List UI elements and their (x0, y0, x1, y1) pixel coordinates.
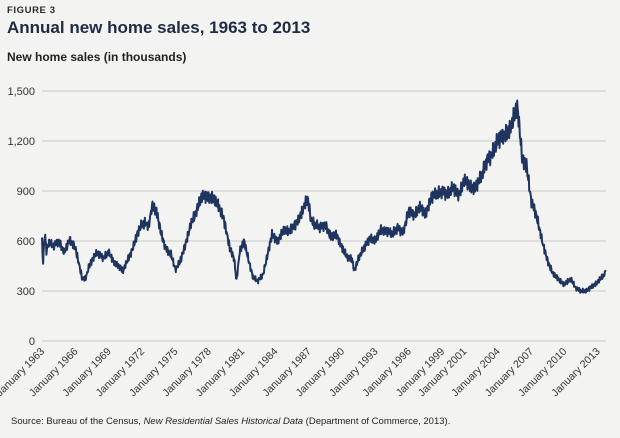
figure-label: FIGURE 3 (7, 5, 56, 16)
series-line (41, 99, 607, 294)
y-tick-label: 300 (17, 286, 35, 298)
y-tick-label: 900 (17, 186, 35, 198)
y-axis-label: New home sales (in thousands) (7, 50, 187, 64)
source-note: Source: Bureau of the Census, New Reside… (11, 416, 450, 427)
series-group (41, 99, 607, 294)
y-tick-label: 1,500 (7, 86, 35, 98)
chart-title: Annual new home sales, 1963 to 2013 (7, 18, 311, 37)
y-tick-label: 1,200 (7, 136, 35, 148)
source-suffix: (Department of Commerce, 2013). (303, 416, 451, 427)
y-tick-label: 600 (17, 236, 35, 248)
gridlines (42, 90, 606, 342)
source-title: New Residential Sales Historical Data (143, 416, 304, 427)
y-tick-label: 0 (29, 336, 35, 348)
y-axis-ticks: 0 300 600 900 1,200 1,500 (7, 86, 35, 348)
source-prefix: Source: Bureau of the Census, (11, 416, 144, 427)
